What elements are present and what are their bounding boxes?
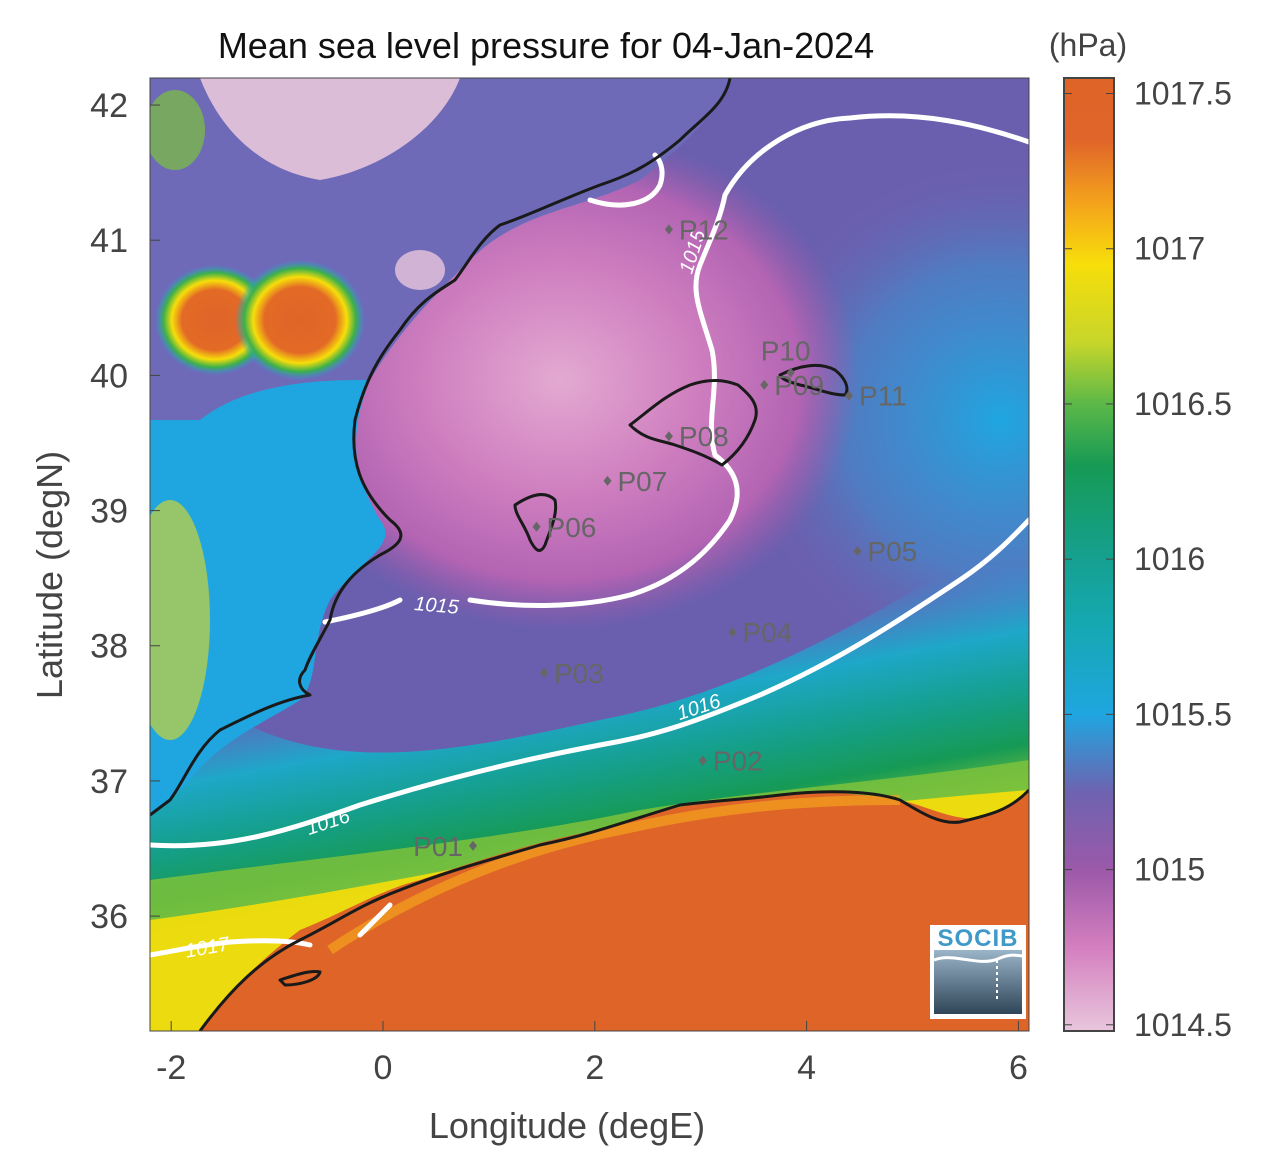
x-axis-label: Longitude (degE)	[429, 1105, 705, 1146]
colorbar-unit: (hPa)	[1049, 27, 1127, 63]
x-tick-label: 0	[374, 1049, 393, 1087]
menorca-coast	[778, 363, 849, 397]
logo-text: SOCIB	[937, 925, 1018, 952]
mallorca-coast	[628, 379, 758, 467]
colorbar-tick-label: 1017.5	[1134, 76, 1232, 112]
isobar-1017	[150, 902, 393, 958]
station-marker	[664, 224, 673, 235]
y-axis-label: Latitude (degN)	[29, 451, 70, 699]
colorbar-tick-label: 1015	[1134, 852, 1205, 888]
alboran-island	[278, 970, 322, 987]
colorbar-tick-label: 1014.5	[1134, 1007, 1232, 1043]
station-label: P05	[867, 536, 917, 567]
x-tick-label: 4	[797, 1049, 816, 1087]
y-tick-label: 37	[90, 763, 128, 801]
colorbar-tick-label: 1015.5	[1134, 696, 1232, 732]
africa-coast	[198, 788, 1029, 1031]
station-marker	[786, 367, 795, 378]
station-label: P11	[859, 381, 907, 412]
station-label: P01	[413, 831, 463, 862]
colorbar-tick-label: 1017	[1134, 231, 1205, 267]
y-tick-label: 36	[90, 898, 128, 936]
station-marker	[532, 521, 541, 532]
y-tick-label: 38	[90, 628, 128, 666]
iberia-coast	[150, 78, 732, 817]
station-marker	[469, 840, 478, 851]
chart-title: Mean sea level pressure for 04-Jan-2024	[218, 25, 874, 66]
isobar-label: 1015	[413, 593, 460, 619]
x-axis-ticks: -2 0 2 4 6	[156, 1021, 1028, 1087]
station-label: P08	[679, 421, 729, 452]
coastlines	[150, 78, 1029, 1031]
ibiza-coast	[513, 493, 558, 552]
colorbar	[1063, 77, 1115, 1032]
y-tick-label: 42	[90, 87, 128, 125]
x-tick-label: 2	[585, 1049, 604, 1087]
station-marker	[539, 667, 548, 678]
colorbar-ticks: 1014.5 1015 1015.5 1016 1016.5 1017 1017.5	[1064, 76, 1232, 1043]
station-marker	[698, 755, 707, 766]
colorbar-tick-label: 1016.5	[1134, 386, 1232, 422]
station-label: P06	[547, 512, 597, 543]
station-label: P12	[679, 214, 729, 245]
station-label: P04	[742, 617, 792, 648]
station-label: P02	[713, 746, 763, 777]
station-marker	[760, 379, 769, 390]
isobar-1015-north	[587, 152, 665, 208]
station-marker	[664, 431, 673, 442]
isobar-1015	[322, 113, 1029, 625]
y-tick-label: 40	[90, 357, 128, 395]
y-tick-label: 39	[90, 493, 128, 531]
socib-logo: SOCIB	[930, 925, 1026, 1019]
station-label: P07	[618, 466, 668, 497]
station-marker	[853, 546, 862, 557]
y-axis-ticks: 36 37 38 39 40 41 42	[90, 87, 160, 936]
isobar-1016	[150, 517, 1029, 849]
colorbar-tick-label: 1016	[1134, 541, 1205, 577]
station-marker	[728, 627, 737, 638]
x-tick-label: 6	[1009, 1049, 1028, 1087]
station-marker	[603, 475, 612, 486]
isobars	[150, 113, 1029, 958]
x-tick-label: -2	[156, 1049, 186, 1087]
y-tick-label: 41	[90, 222, 128, 260]
station-label: P09	[774, 370, 824, 401]
station-label: P03	[554, 658, 604, 689]
map-frame	[149, 77, 1030, 1032]
station-label: P10	[761, 336, 811, 367]
station-marker	[844, 390, 853, 401]
